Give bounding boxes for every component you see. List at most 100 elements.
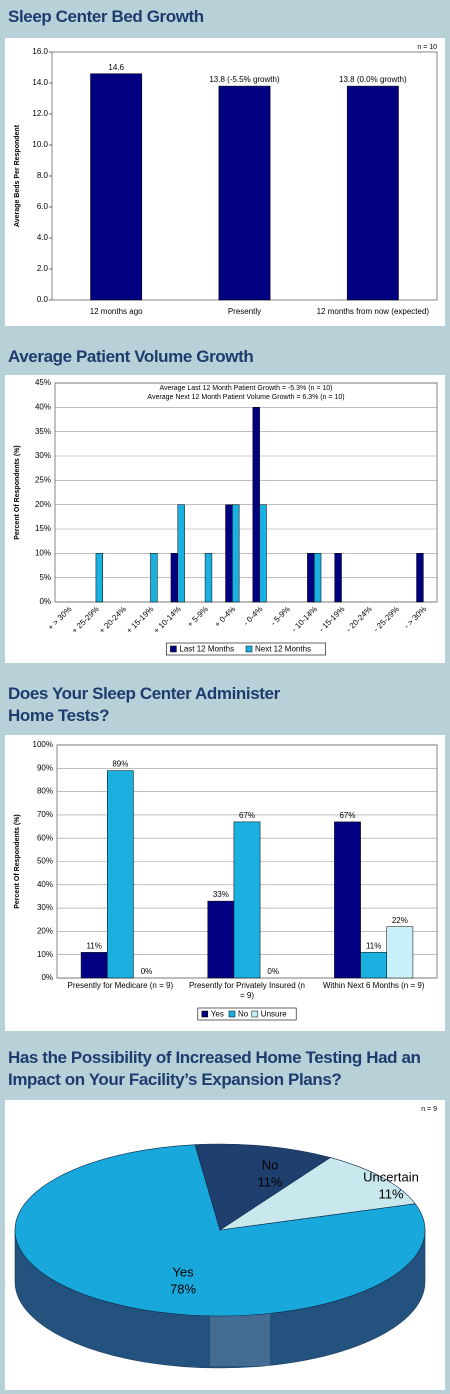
bar <box>334 553 342 603</box>
y-tick-label: 30% <box>37 903 53 912</box>
y-tick-label: 40% <box>37 880 53 889</box>
section-title: Has the Possibility of Increased Home Te… <box>8 1048 421 1089</box>
pie-value-label: 11% <box>257 1174 282 1189</box>
value-label: 67% <box>239 811 255 820</box>
pie-side-shade <box>210 1312 270 1366</box>
legend-swatch <box>245 645 253 653</box>
legend-label: Last 12 Months <box>179 645 234 654</box>
y-tick-label: 80% <box>37 787 53 796</box>
value-label: 13.8 (-5.5% growth) <box>209 75 280 84</box>
bar <box>150 553 158 603</box>
annotation: n = 9 <box>421 1106 437 1113</box>
value-label: 33% <box>213 890 229 899</box>
y-tick-label: 40% <box>35 402 51 411</box>
value-label: 22% <box>392 916 408 925</box>
chart: 0% 5% 10% 15% 20% 25% 30% 35% 40% 45% Percent Of R… <box>5 375 445 663</box>
y-axis-label: Average Beds Per Respondent <box>14 124 21 227</box>
x-tick-label: - 25-29% <box>372 605 401 634</box>
bar <box>232 504 240 603</box>
bar <box>252 407 260 603</box>
y-axis-label: Percent Of Respondents (%) <box>14 814 21 909</box>
x-tick-label: + 25-29% <box>70 605 101 636</box>
bar <box>307 553 315 603</box>
y-tick-label: 5% <box>39 573 51 582</box>
bar <box>233 821 261 979</box>
pie-value-label: 11% <box>378 1186 403 1201</box>
x-tick-label: - 20-24% <box>344 605 373 634</box>
x-tick-label: + 15-19% <box>125 605 156 636</box>
bar <box>386 926 414 979</box>
bar <box>360 952 388 979</box>
chart: 0.0 2.0 4.0 6.0 8.0 10.0 12.0 14.0 16.0 Average B… <box>5 38 445 326</box>
x-tick-label: - 0-4% <box>242 605 265 628</box>
y-tick-label: 10.0 <box>32 140 48 149</box>
section-title: Average Patient Volume Growth <box>8 347 254 366</box>
x-tick-label: + 10-14% <box>152 605 183 636</box>
bar <box>416 553 424 603</box>
x-tick-label: + 5-9% <box>186 605 210 629</box>
value-label: 0% <box>267 967 279 976</box>
bar <box>334 821 361 979</box>
x-tick-label-box: Within Next 6 Months (n = 9) <box>322 981 425 990</box>
legend-swatch <box>228 1010 236 1018</box>
y-tick-label: 30% <box>35 451 51 460</box>
y-tick-label: 45% <box>35 378 51 387</box>
x-tick-label: 12 months ago <box>90 307 143 316</box>
legend-label: Next 12 Months <box>255 645 311 654</box>
pie-value-label: 78% <box>170 1281 196 1296</box>
bar <box>346 85 399 301</box>
section-title: Sleep Center Bed Growth <box>8 7 204 26</box>
y-tick-label: 10% <box>37 950 53 959</box>
value-label: 0% <box>141 967 153 976</box>
chart: 0% 10% 20% 30% 40% 50% 60% 70% 80% 90% 100% Percent… <box>5 735 445 1031</box>
y-tick-label: 0% <box>41 973 53 982</box>
x-tick-label: - 5-9% <box>269 605 292 628</box>
y-tick-label: 90% <box>37 763 53 772</box>
y-tick-label: 2.0 <box>37 264 49 273</box>
x-tick-label: Presently <box>228 307 261 316</box>
legend-box <box>197 1007 297 1021</box>
bar <box>218 85 271 301</box>
bar <box>106 770 134 979</box>
x-tick-label: + > 30% <box>46 605 73 632</box>
y-tick-label: 20% <box>35 500 51 509</box>
y-tick-label: 8.0 <box>37 171 49 180</box>
value-label: 89% <box>112 760 128 769</box>
legend-swatch <box>170 645 177 653</box>
bar <box>170 553 179 603</box>
y-tick-label: 70% <box>37 810 53 819</box>
y-tick-label: 25% <box>35 475 51 484</box>
y-tick-label: 14.0 <box>32 78 48 87</box>
plot-frame <box>54 382 438 603</box>
bar <box>95 553 104 603</box>
bar <box>177 504 185 603</box>
value-label: 11% <box>86 941 101 950</box>
bar <box>80 952 108 979</box>
x-tick-label-box: Presently for Medicare (n = 9) <box>68 981 174 990</box>
pie-label: Yes <box>172 1264 194 1279</box>
annotation: n = 10 <box>417 44 437 51</box>
y-tick-label: 100% <box>33 740 53 749</box>
y-tick-label: 50% <box>37 857 53 866</box>
value-label: 14.6 <box>108 63 124 72</box>
y-tick-label: 0.0 <box>37 295 49 304</box>
legend-label: Unsure <box>261 1010 287 1019</box>
pie-label: Uncertain <box>363 1169 419 1184</box>
y-tick-label: 15% <box>35 524 51 533</box>
section-title: Does Your Sleep Center Administer Home T… <box>8 684 280 725</box>
y-tick-label: 6.0 <box>37 202 49 211</box>
y-tick-label: 4.0 <box>37 233 49 242</box>
y-tick-label: 60% <box>37 833 53 842</box>
legend-label: No <box>238 1010 249 1019</box>
y-tick-label: 12.0 <box>32 109 48 118</box>
pie-label: No <box>262 1157 279 1172</box>
chart: Yes 78% No 11% Uncertain 11% n = 9 <box>5 1100 445 1390</box>
pie-slice <box>219 1157 416 1231</box>
legend-swatch <box>201 1010 209 1018</box>
bar <box>207 900 235 979</box>
annotation: Average Last 12 Month Patient Growth = -… <box>159 385 332 392</box>
x-tick-label: Within Next 6 Months (n = 9) <box>322 981 425 990</box>
y-tick-label: 35% <box>35 427 51 436</box>
y-tick-label: 20% <box>37 927 53 936</box>
